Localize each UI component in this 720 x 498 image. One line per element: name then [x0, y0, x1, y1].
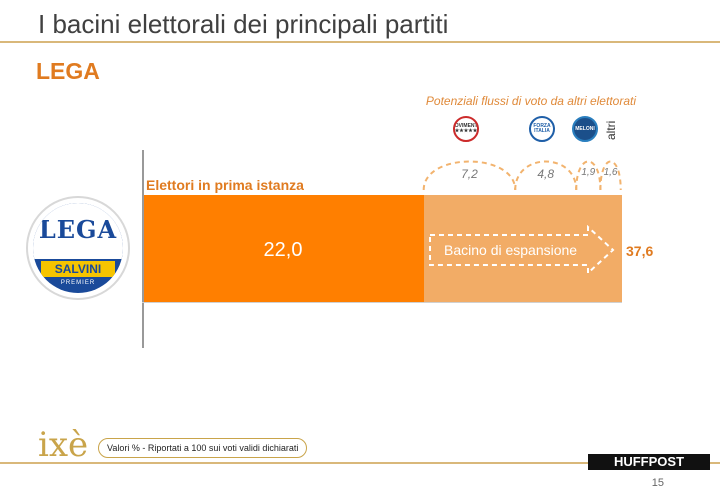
lega-logo-band: SALVINI: [41, 261, 115, 277]
forza-italia-logo-icon: FORZA ITALIA: [529, 116, 555, 142]
fratelli-italia-logo-icon: MELONI: [572, 116, 598, 142]
base-bar: [144, 195, 424, 302]
flow-value-fi: 4,8: [537, 167, 555, 181]
baseline: [142, 302, 622, 303]
lega-logo-text: LEGA: [38, 215, 118, 244]
party-name: LEGA: [36, 58, 100, 84]
lega-logo-top: [33, 203, 123, 259]
expansion-arrow-icon: [429, 225, 615, 275]
ixe-logo: ixè: [38, 425, 89, 465]
page-title: I bacini elettorali dei principali parti…: [38, 9, 449, 39]
lega-logo-disc: LEGA SALVINI PREMIER: [33, 203, 123, 293]
flow-value-m5s: 7,2: [461, 167, 478, 181]
y-axis: [142, 150, 144, 348]
base-bar-value: 22,0: [263, 239, 303, 261]
flow-value-fdi: 1,9: [581, 167, 596, 178]
flows-title: Potenziali flussi di voto da altri elett…: [425, 94, 636, 108]
flow-value-altri: 1,6: [603, 167, 618, 178]
footer-divider: [0, 462, 720, 464]
altri-label: altri: [604, 120, 618, 140]
lega-logo: LEGA SALVINI PREMIER: [26, 196, 130, 300]
huffpost-logo: HUFFPOST: [588, 454, 710, 470]
title-divider: [0, 41, 720, 43]
footnote: Valori % - Riportati a 100 sui voti vali…: [98, 438, 308, 458]
lega-logo-premier: PREMIER: [60, 280, 96, 286]
expansion-bar: [423, 195, 622, 302]
page-number: 15: [651, 477, 664, 489]
total-value: 37,6: [626, 243, 654, 259]
m5s-logo-icon: MOVIMENTO ★★★★★: [453, 116, 479, 142]
expansion-label: Bacino di espansione: [444, 242, 578, 258]
base-bar-label: Elettori in prima istanza: [146, 177, 304, 193]
